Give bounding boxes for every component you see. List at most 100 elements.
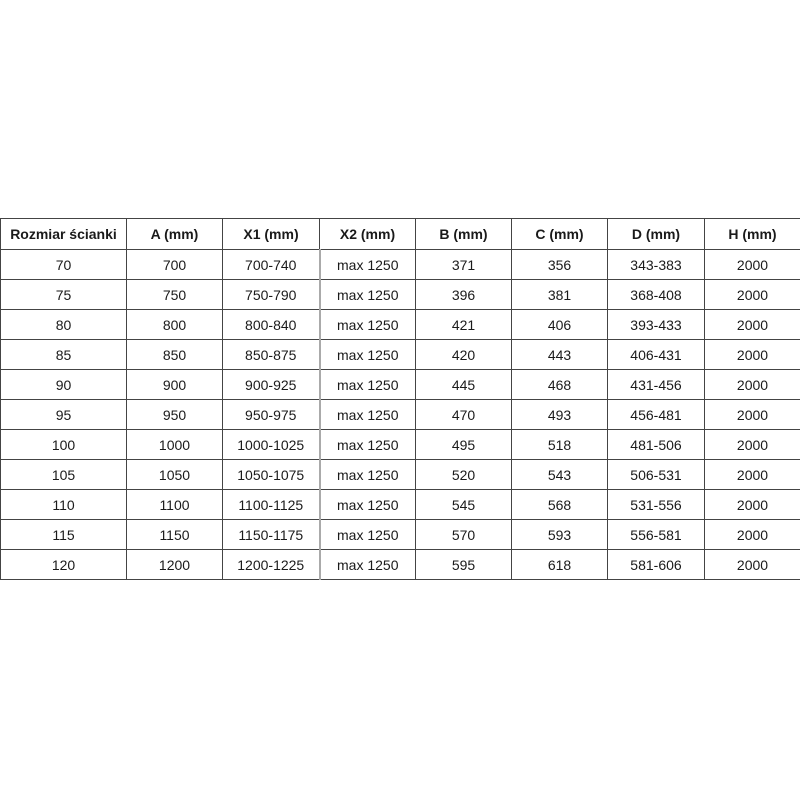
cell-size: 105: [0, 459, 127, 490]
cell-d: 406-431: [607, 339, 705, 370]
cell-h: 2000: [704, 459, 800, 490]
cell-h: 2000: [704, 309, 800, 340]
cell-size: 90: [0, 369, 127, 400]
column-header-h: H (mm): [704, 218, 800, 250]
cell-x2: max 1250: [318, 249, 416, 280]
cell-x1: 700-740: [222, 249, 320, 280]
cell-b: 520: [415, 459, 512, 490]
cell-size: 70: [0, 249, 127, 280]
cell-x2: max 1250: [318, 519, 416, 550]
cell-size: 100: [0, 429, 127, 460]
cell-size: 110: [0, 489, 127, 520]
cell-b: 421: [415, 309, 512, 340]
cell-size: 85: [0, 339, 127, 370]
cell-a: 700: [126, 249, 223, 280]
column-header-x2: X2 (mm): [319, 218, 416, 250]
cell-x1: 1000-1025: [222, 429, 320, 460]
cell-x1: 1150-1175: [222, 519, 320, 550]
cell-size: 95: [0, 399, 127, 430]
cell-a: 1050: [126, 459, 223, 490]
cell-c: 406: [511, 309, 608, 340]
cell-h: 2000: [704, 249, 800, 280]
cell-c: 468: [511, 369, 608, 400]
cell-x2: max 1250: [318, 549, 416, 580]
cell-b: 396: [415, 279, 512, 310]
column-header-x1: X1 (mm): [222, 218, 320, 250]
cell-size: 80: [0, 309, 127, 340]
cell-c: 568: [511, 489, 608, 520]
table-row: 80 800 800-840 max 1250 421 406 393-433 2000: [0, 309, 800, 340]
table-row: 120 1200 1200-1225 max 1250 595 618 581-606 200…: [0, 549, 800, 580]
cell-d: 431-456: [607, 369, 705, 400]
cell-h: 2000: [704, 279, 800, 310]
cell-a: 950: [126, 399, 223, 430]
cell-x2: max 1250: [318, 399, 416, 430]
cell-x2: max 1250: [318, 369, 416, 400]
cell-b: 445: [415, 369, 512, 400]
cell-c: 518: [511, 429, 608, 460]
cell-a: 800: [126, 309, 223, 340]
cell-h: 2000: [704, 399, 800, 430]
cell-d: 531-556: [607, 489, 705, 520]
cell-a: 1200: [126, 549, 223, 580]
column-header-c: C (mm): [511, 218, 608, 250]
cell-b: 495: [415, 429, 512, 460]
table-row: 95 950 950-975 max 1250 470 493 456-481 2000: [0, 399, 800, 430]
table-row: 85 850 850-875 max 1250 420 443 406-431 2000: [0, 339, 800, 370]
cell-a: 1100: [126, 489, 223, 520]
cell-x1: 850-875: [222, 339, 320, 370]
cell-d: 556-581: [607, 519, 705, 550]
cell-d: 481-506: [607, 429, 705, 460]
table-header-row: Rozmiar ścianki A (mm) X1 (mm) X2 (mm) B (mm…: [0, 218, 800, 250]
table-body: 70 700 700-740 max 1250 371 356 343-383 2000 75 7…: [0, 249, 800, 580]
cell-b: 545: [415, 489, 512, 520]
cell-a: 850: [126, 339, 223, 370]
cell-d: 343-383: [607, 249, 705, 280]
cell-x1: 1050-1075: [222, 459, 320, 490]
table-row: 110 1100 1100-1125 max 1250 545 568 531-556 200…: [0, 489, 800, 520]
cell-x2: max 1250: [318, 279, 416, 310]
cell-b: 570: [415, 519, 512, 550]
cell-d: 506-531: [607, 459, 705, 490]
cell-x2: max 1250: [318, 309, 416, 340]
cell-c: 381: [511, 279, 608, 310]
table-row: 75 750 750-790 max 1250 396 381 368-408 2000: [0, 279, 800, 310]
column-header-d: D (mm): [607, 218, 705, 250]
cell-a: 1000: [126, 429, 223, 460]
table-row: 90 900 900-925 max 1250 445 468 431-456 2000: [0, 369, 800, 400]
cell-a: 750: [126, 279, 223, 310]
cell-c: 356: [511, 249, 608, 280]
column-header-b: B (mm): [415, 218, 512, 250]
cell-size: 75: [0, 279, 127, 310]
cell-h: 2000: [704, 429, 800, 460]
cell-h: 2000: [704, 339, 800, 370]
cell-h: 2000: [704, 519, 800, 550]
cell-h: 2000: [704, 489, 800, 520]
cell-b: 595: [415, 549, 512, 580]
cell-x1: 950-975: [222, 399, 320, 430]
cell-b: 371: [415, 249, 512, 280]
cell-d: 456-481: [607, 399, 705, 430]
table-row: 100 1000 1000-1025 max 1250 495 518 481-506 200…: [0, 429, 800, 460]
table-row: 115 1150 1150-1175 max 1250 570 593 556-581 200…: [0, 519, 800, 550]
cell-h: 2000: [704, 369, 800, 400]
cell-x1: 1100-1125: [222, 489, 320, 520]
cell-x2: max 1250: [318, 429, 416, 460]
cell-b: 470: [415, 399, 512, 430]
dimensions-table: Rozmiar ścianki A (mm) X1 (mm) X2 (mm) B (mm…: [0, 218, 800, 580]
cell-c: 443: [511, 339, 608, 370]
cell-x2: max 1250: [318, 459, 416, 490]
cell-c: 593: [511, 519, 608, 550]
cell-b: 420: [415, 339, 512, 370]
cell-x2: max 1250: [318, 339, 416, 370]
cell-x1: 900-925: [222, 369, 320, 400]
cell-d: 393-433: [607, 309, 705, 340]
cell-a: 1150: [126, 519, 223, 550]
cell-d: 368-408: [607, 279, 705, 310]
cell-c: 543: [511, 459, 608, 490]
cell-size: 115: [0, 519, 127, 550]
column-header-a: A (mm): [126, 218, 223, 250]
cell-c: 618: [511, 549, 608, 580]
column-header-size: Rozmiar ścianki: [0, 218, 127, 250]
cell-size: 120: [0, 549, 127, 580]
